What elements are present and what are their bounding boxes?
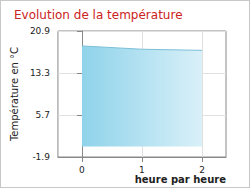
svg-text:5.7: 5.7: [36, 110, 50, 120]
svg-text:1: 1: [139, 165, 145, 175]
svg-text:Evolution de la température: Evolution de la température: [14, 8, 183, 22]
svg-text:-1.9: -1.9: [32, 152, 50, 162]
svg-text:13.3: 13.3: [30, 68, 50, 78]
svg-text:2: 2: [199, 165, 205, 175]
svg-text:heure par heure: heure par heure: [135, 174, 226, 185]
svg-text:20.9: 20.9: [30, 26, 50, 36]
svg-text:Température en °C: Température en °C: [9, 47, 20, 142]
svg-text:0: 0: [79, 165, 85, 175]
